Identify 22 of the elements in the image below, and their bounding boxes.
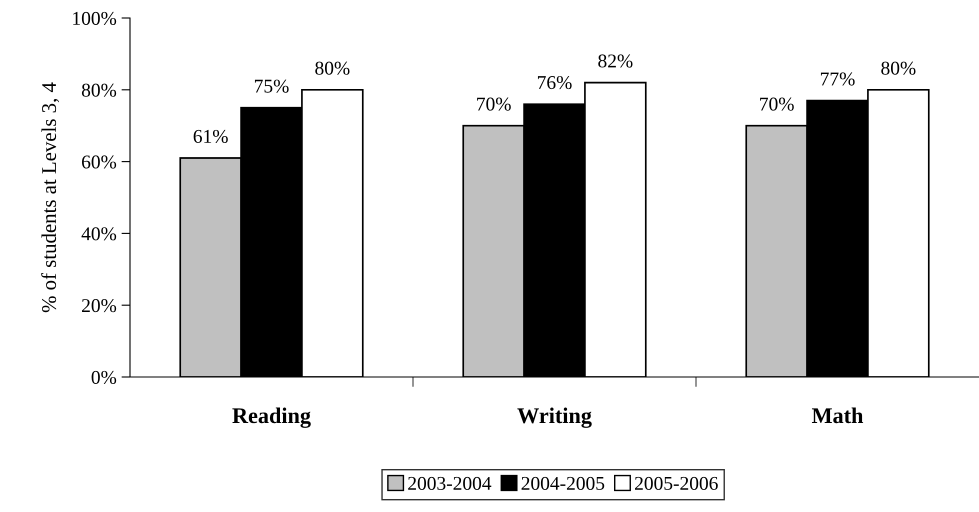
legend-label: 2005-2006	[635, 476, 718, 490]
data-label: 80%	[881, 62, 916, 75]
y-tick-label: 60%	[82, 155, 116, 169]
data-label: 75%	[254, 80, 289, 93]
x-tick-label: Writing	[517, 408, 592, 428]
y-tick-label: 20%	[82, 299, 116, 312]
data-label: 61%	[194, 130, 228, 144]
data-label: 80%	[315, 62, 350, 75]
data-label: 70%	[760, 98, 794, 111]
data-label: 76%	[538, 76, 572, 90]
data-label: 82%	[598, 54, 633, 68]
y-tick-label: 40%	[82, 227, 116, 240]
y-tick-label: 80%	[82, 84, 116, 97]
y-tick-label: 0%	[92, 370, 116, 384]
x-tick-label: Math	[812, 408, 864, 424]
x-tick-label: Reading	[232, 408, 311, 428]
legend-label: 2003-2004	[408, 476, 492, 490]
data-label: 77%	[820, 72, 855, 86]
data-label: 70%	[477, 98, 511, 111]
legend-label: 2004-2005	[522, 476, 604, 490]
y-axis-title: % of students at Levels 3, 4	[41, 82, 60, 312]
y-tick-label: 100%	[73, 12, 116, 25]
